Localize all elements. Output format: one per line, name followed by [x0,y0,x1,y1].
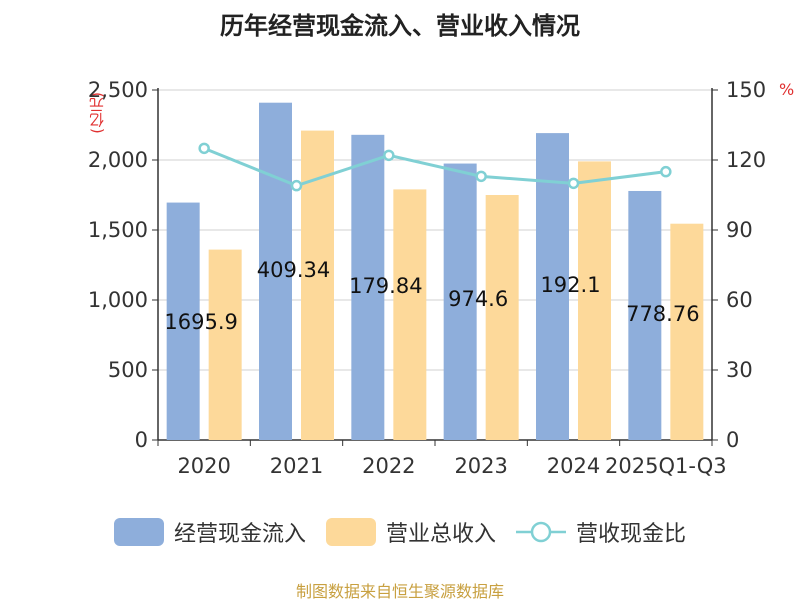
bar-revenue [485,195,519,440]
bar-revenue [301,130,334,440]
ratio-line [203,146,667,188]
bar-cash-inflow [628,190,662,440]
ratio-point [290,179,303,192]
legend-item-ratio[interactable]: 营收现金比 [516,516,686,548]
legend: 经营现金流入 营业总收入 营收现金比 [0,516,800,548]
x-axis-tick-label: 2024 [547,454,600,478]
bar-revenue [578,161,611,440]
right-axis-tick-label: 60 [726,288,753,312]
x-axis-tick-label: 2022 [362,454,415,478]
x-axis-tick-label: 2021 [270,454,323,478]
data-label-cash-inflow: 1695.9 [164,310,237,334]
data-label-cash-inflow: 409.34 [257,258,330,282]
left-axis-tick-label: 2,500 [88,78,148,102]
right-axis-tick-label: 30 [726,358,753,382]
ratio-point [198,142,210,155]
data-label-cash-inflow: 192.1 [540,273,600,297]
left-axis-tick-label: 1,500 [88,218,148,242]
ratio-point [475,170,487,183]
left-axis-tick-label: 2,000 [88,148,148,172]
left-axis-tick-label: 1,000 [88,288,148,312]
x-axis-tick-label: 2025Q1-Q3 [605,454,727,478]
right-axis-tick-label: 120 [726,148,766,172]
right-axis-tick-label: 150 [726,78,766,102]
legend-swatch-ratio [516,521,566,543]
legend-label-ratio: 营收现金比 [576,522,687,547]
left-axis-tick-label: 500 [108,358,148,382]
ratio-point [567,177,580,190]
bar-revenue [208,249,242,440]
bar-cash-inflow [443,163,477,440]
ratio-point [660,165,672,178]
bar-cash-inflow [536,133,569,440]
bar-revenue [393,189,427,440]
bar-cash-inflow [351,134,385,441]
legend-label-revenue: 营业总收入 [385,522,496,547]
chart-title: 历年经营现金流入、营业收入情况 [220,12,580,40]
bar-revenue [670,223,704,440]
legend-swatch-cash-inflow [113,518,164,546]
ratio-point [383,149,395,162]
right-axis-unit: % [779,80,795,99]
bar-cash-inflow [166,202,200,440]
left-axis-tick-label: 0 [135,428,148,452]
data-label-cash-inflow: 179.84 [349,274,422,298]
x-axis-tick-label: 2023 [454,454,507,478]
bar-cash-inflow [259,102,292,441]
legend-item-revenue[interactable]: 营业总收入 [325,516,496,548]
legend-item-cash-inflow[interactable]: 经营现金流入 [113,516,306,548]
x-axis-tick-label: 2020 [177,454,230,478]
legend-label-cash-inflow: 经营现金流入 [173,522,306,547]
right-axis-tick-label: 90 [726,218,753,242]
legend-swatch-revenue [325,518,376,546]
right-axis-tick-label: 0 [726,428,739,452]
source-note: 制图数据来自恒生聚源数据库 [295,582,504,601]
chart-plot: 0 500 1,000 1,500 2,000 2,500 0 30 60 90 120 150 202… [88,78,766,478]
data-label-cash-inflow: 974.6 [448,287,508,311]
data-label-cash-inflow: 778.76 [626,302,699,326]
